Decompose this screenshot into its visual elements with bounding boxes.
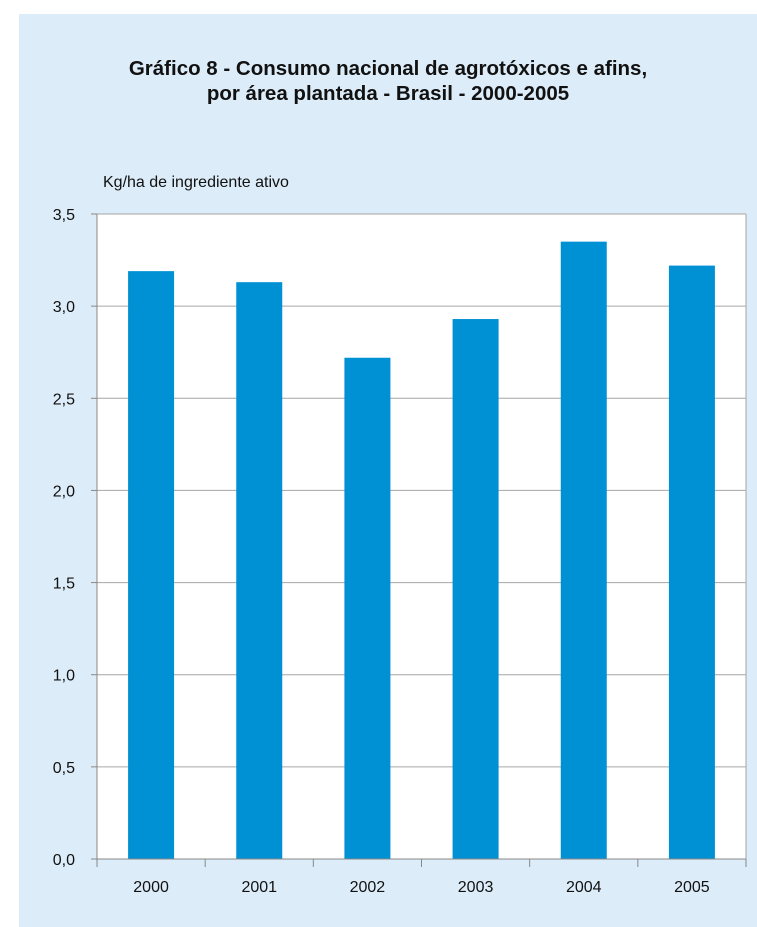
bar-2003 [452, 319, 499, 859]
y-tick-label: 1,0 [53, 668, 75, 685]
y-tick-label: 0,5 [53, 760, 75, 777]
x-tick-label: 2000 [133, 879, 169, 896]
y-tick-label: 3,5 [53, 207, 75, 224]
x-tick-label: 2001 [241, 879, 277, 896]
chart-title-line-1: Gráfico 8 - Consumo nacional de agrotóxi… [128, 57, 648, 80]
y-axis-label: Kg/ha de ingrediente ativo [103, 174, 289, 191]
bar-2001 [236, 282, 283, 860]
bar-2004 [560, 241, 607, 860]
plot-area [97, 214, 746, 859]
y-tick-label: 2,0 [53, 483, 75, 500]
chart-title-line-2: por área plantada - Brasil - 2000-2005 [206, 82, 570, 105]
y-tick-label: 2,5 [53, 391, 75, 408]
bar-2000 [128, 271, 175, 860]
bar-chart: 0,0 0,5 1,0 1,5 2,0 2,5 3,0 3,5 2000 2001 2002 2003… [53, 207, 747, 896]
y-tick-label: 0,0 [53, 852, 75, 869]
chart-panel: Gráfico 8 - Consumo nacional de agrotóxi… [19, 14, 757, 927]
x-tick-label: 2003 [458, 879, 494, 896]
bar-2005 [668, 265, 715, 860]
bar-2002 [344, 357, 391, 859]
x-tick-label: 2002 [350, 879, 386, 896]
chart-title: Gráfico 8 - Consumo nacional de agrotóxi… [19, 56, 757, 106]
y-tick-label: 3,0 [53, 299, 75, 316]
x-tick-label: 2005 [674, 879, 710, 896]
x-tick-label: 2004 [566, 879, 602, 896]
y-tick-label: 1,5 [53, 576, 75, 593]
